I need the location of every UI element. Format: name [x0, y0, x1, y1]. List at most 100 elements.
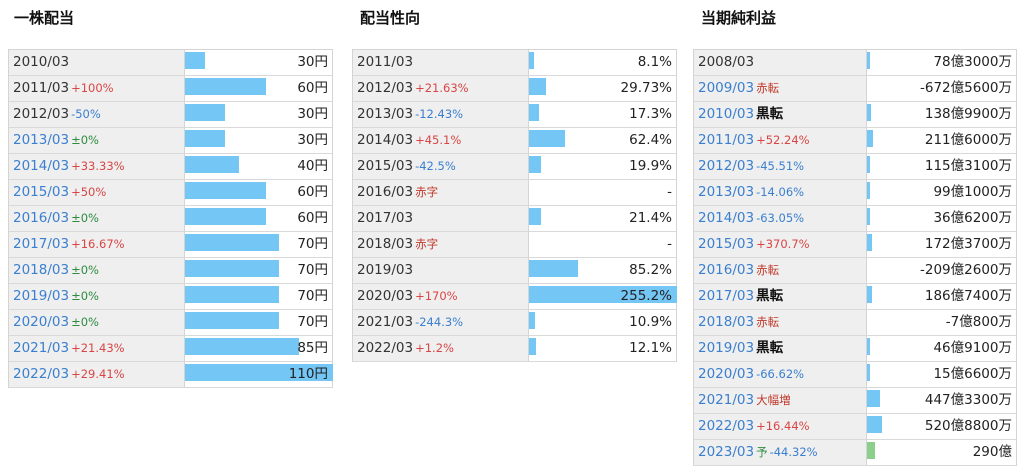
bar-cell: 40円	[185, 154, 332, 179]
change-percent: ±0%	[71, 289, 99, 303]
fiscal-year[interactable]: 2019/03	[13, 288, 70, 304]
fiscal-year[interactable]: 2018/03	[13, 262, 70, 278]
bar-cell: 211億6000万	[867, 128, 1016, 153]
row-label: 2015/03 +370.7%	[694, 232, 867, 257]
fiscal-year[interactable]: 2014/03	[13, 158, 70, 174]
row-label: 2014/03 -63.05%	[694, 206, 867, 231]
value-bar	[867, 416, 882, 433]
table-row: 2011/03 +100% 60円	[9, 76, 332, 102]
value-bar	[185, 182, 266, 199]
fiscal-year[interactable]: 2022/03	[698, 418, 755, 434]
value-bar	[867, 234, 872, 251]
panel-title: 当期純利益	[701, 9, 777, 27]
row-label: 2018/03 赤転	[694, 310, 867, 335]
row-label: 2014/03 +33.33%	[9, 154, 185, 179]
row-label: 2011/03	[353, 50, 529, 75]
value-bar	[529, 156, 541, 173]
row-value: 520億8800万	[924, 418, 1012, 434]
table-row: 2016/03 赤転 -209億2600万	[694, 258, 1016, 284]
bar-cell: 17.3%	[529, 102, 676, 127]
value-bar	[867, 390, 880, 407]
fiscal-year[interactable]: 2011/03	[698, 132, 755, 148]
table-row: 2020/03 +170% 255.2%	[353, 284, 677, 310]
fiscal-year[interactable]: 2016/03	[13, 210, 70, 226]
bar-cell: -672億5600万	[867, 76, 1016, 101]
fiscal-year[interactable]: 2022/03	[13, 366, 70, 382]
row-label: 2017/03 +16.67%	[9, 232, 185, 257]
fiscal-year[interactable]: 2023/03	[698, 444, 755, 460]
fiscal-year[interactable]: 2013/03	[13, 132, 70, 148]
fiscal-year[interactable]: 2013/03	[698, 184, 755, 200]
bar-cell: 10.9%	[529, 310, 676, 335]
bar-cell: 12.1%	[529, 336, 676, 361]
value-bar	[185, 234, 279, 251]
value-bar	[185, 312, 279, 329]
status-badge: 大幅増	[756, 393, 791, 407]
row-label: 2015/03 +50%	[9, 180, 185, 205]
row-value: 211億6000万	[924, 132, 1012, 148]
table-row: 2023/03 予 -44.32% 290億	[694, 440, 1016, 466]
bar-cell: 60円	[185, 180, 332, 205]
table-row: 2012/03 -45.51% 115億3100万	[694, 154, 1016, 180]
value-bar	[185, 208, 266, 225]
fiscal-year[interactable]: 2015/03	[698, 236, 755, 252]
fiscal-year[interactable]: 2020/03	[13, 314, 70, 330]
bar-cell: 60円	[185, 76, 332, 101]
table-row: 2015/03 +370.7% 172億3700万	[694, 232, 1016, 258]
value-bar	[185, 338, 299, 355]
value-bar	[185, 104, 225, 121]
fiscal-year[interactable]: 2010/03	[698, 106, 755, 122]
row-value: 36億6200万	[933, 210, 1012, 226]
fiscal-year[interactable]: 2021/03	[13, 340, 70, 356]
row-value: 447億3300万	[924, 392, 1012, 408]
change-percent: -66.62%	[756, 367, 805, 381]
fiscal-year[interactable]: 2021/03	[698, 392, 755, 408]
change-percent: -63.05%	[756, 211, 805, 225]
table-row: 2019/03 85.2%	[353, 258, 676, 284]
row-label: 2020/03 +170%	[353, 284, 529, 309]
table-row: 2019/03 黒転 46億9100万	[694, 336, 1016, 362]
bar-cell: -209億2600万	[867, 258, 1016, 283]
fiscal-year[interactable]: 2014/03	[698, 210, 755, 226]
fiscal-year[interactable]: 2016/03	[698, 262, 755, 278]
table-row: 2019/03 ±0% 70円	[9, 284, 332, 310]
fiscal-year: 2010/03	[13, 54, 70, 70]
row-label: 2019/03	[353, 258, 529, 283]
net-income-table: 2008/03 78億3000万 2009/03 赤転 -672億5600万 2010/0…	[693, 49, 1017, 466]
row-label: 2017/03	[353, 206, 529, 231]
fiscal-year[interactable]: 2020/03	[698, 366, 755, 382]
change-percent: +370.7%	[756, 237, 810, 251]
row-label: 2019/03 ±0%	[9, 284, 185, 309]
table-row: 2017/03 黒転 186億7400万	[694, 284, 1016, 310]
fiscal-year[interactable]: 2009/03	[698, 80, 755, 96]
row-value: 186億7400万	[924, 288, 1012, 304]
row-label: 2021/03 大幅増	[694, 388, 867, 413]
change-percent: +33.33%	[71, 159, 125, 173]
fiscal-year[interactable]: 2015/03	[13, 184, 70, 200]
bar-cell: 172億3700万	[867, 232, 1016, 257]
fiscal-year: 2021/03	[357, 314, 414, 330]
value-bar	[867, 104, 871, 121]
value-bar	[867, 208, 870, 225]
value-bar	[185, 364, 333, 381]
fiscal-year[interactable]: 2018/03	[698, 314, 755, 330]
value-bar	[529, 260, 578, 277]
bar-cell: 15億6600万	[867, 362, 1016, 387]
row-label: 2012/03 +21.63%	[353, 76, 529, 101]
row-label: 2010/03	[9, 50, 185, 75]
row-value: 10.9%	[629, 314, 672, 330]
table-row: 2018/03 ±0% 70円	[9, 258, 332, 284]
row-value: 70円	[297, 236, 328, 252]
fiscal-year[interactable]: 2017/03	[13, 236, 70, 252]
fiscal-year: 2020/03	[357, 288, 414, 304]
bar-cell: 8.1%	[529, 50, 676, 75]
status-badge: 赤転	[756, 263, 780, 277]
fiscal-year[interactable]: 2012/03	[698, 158, 755, 174]
table-row: 2014/03 +33.33% 40円	[9, 154, 332, 180]
fiscal-year[interactable]: 2019/03	[698, 340, 755, 356]
change-percent: -45.51%	[756, 159, 805, 173]
status-badge: 赤字	[415, 185, 439, 199]
row-label: 2011/03 +100%	[9, 76, 185, 101]
value-bar	[185, 156, 239, 173]
fiscal-year[interactable]: 2017/03	[698, 288, 755, 304]
